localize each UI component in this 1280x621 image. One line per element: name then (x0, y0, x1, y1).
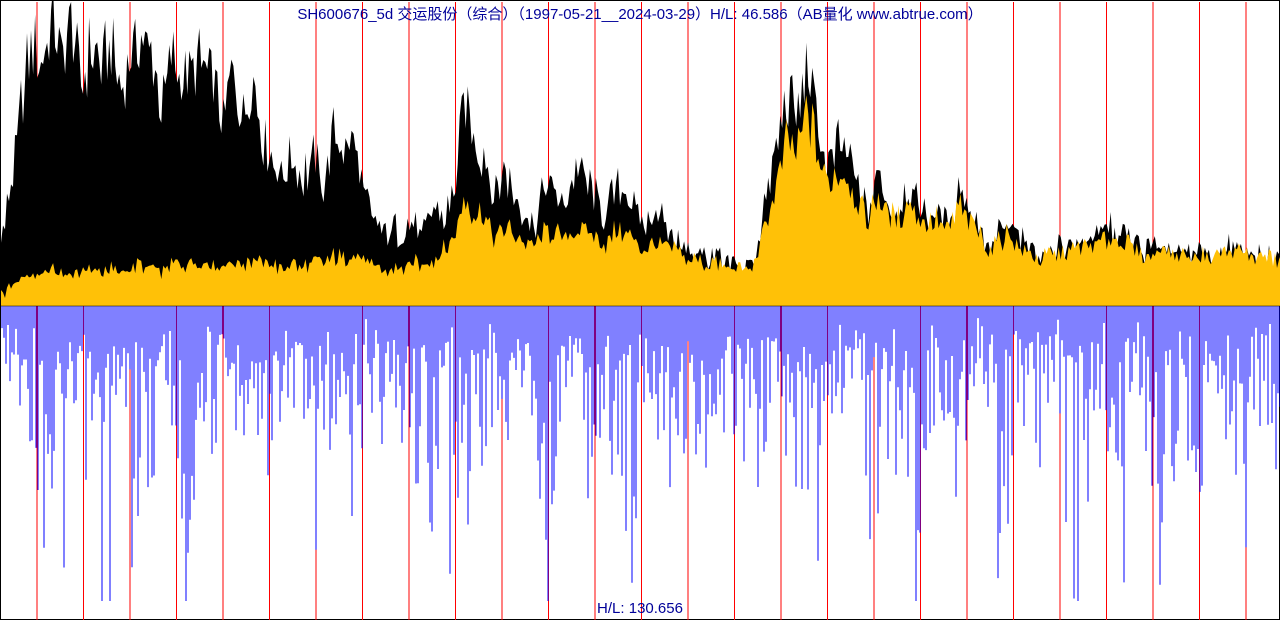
stock-chart: SH600676_5d 交运股份（综合）（1997-05-21__2024-03… (0, 0, 1280, 620)
chart-title: SH600676_5d 交运股份（综合）（1997-05-21__2024-03… (1, 3, 1279, 24)
chart-svg (1, 1, 1280, 621)
bottom-label: H/L: 130.656 (1, 600, 1279, 617)
